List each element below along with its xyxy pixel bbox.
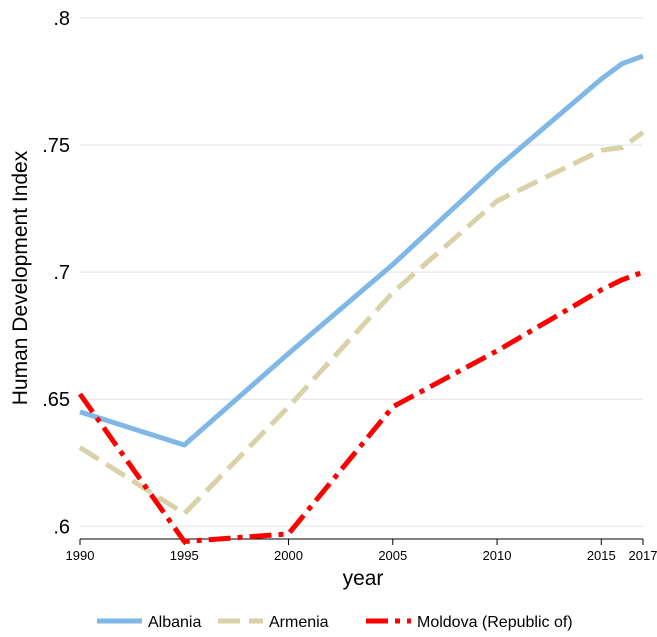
x-tick-label: 2005 <box>378 548 407 563</box>
y-tick-label: .6 <box>53 516 70 538</box>
y-tick-label: .65 <box>42 389 70 411</box>
y-tick-label: .8 <box>53 8 70 30</box>
y-tick-label: .75 <box>42 135 70 157</box>
y-axis-label: Human Development Index <box>9 150 32 405</box>
series-line-0 <box>79 53 644 448</box>
y-axis-ticks: .6 .65 .7 .75 .8 <box>42 8 70 538</box>
x-tick-label: 2017 <box>629 548 657 563</box>
x-tick-label: 2000 <box>274 548 303 563</box>
x-tick-label: 2015 <box>587 548 616 563</box>
x-tick-label: 1995 <box>170 548 199 563</box>
series-line-2 <box>77 269 644 544</box>
series-lines <box>77 53 645 544</box>
legend-label-1: Armenia <box>269 614 329 631</box>
x-tick-label: 1990 <box>66 548 95 563</box>
x-tick-label: 2010 <box>483 548 512 563</box>
y-tick-label: .7 <box>53 262 70 284</box>
series-line-1 <box>78 130 645 517</box>
x-axis-label: year <box>343 567 384 590</box>
legend: Albania Armenia Moldova (Republic of) <box>97 614 573 631</box>
x-axis-ticks: 1990 1995 2000 2005 2010 2015 2017 <box>66 539 657 563</box>
gridlines <box>80 17 643 527</box>
legend-label-2: Moldova (Republic of) <box>417 614 573 631</box>
legend-label-0: Albania <box>148 614 201 631</box>
